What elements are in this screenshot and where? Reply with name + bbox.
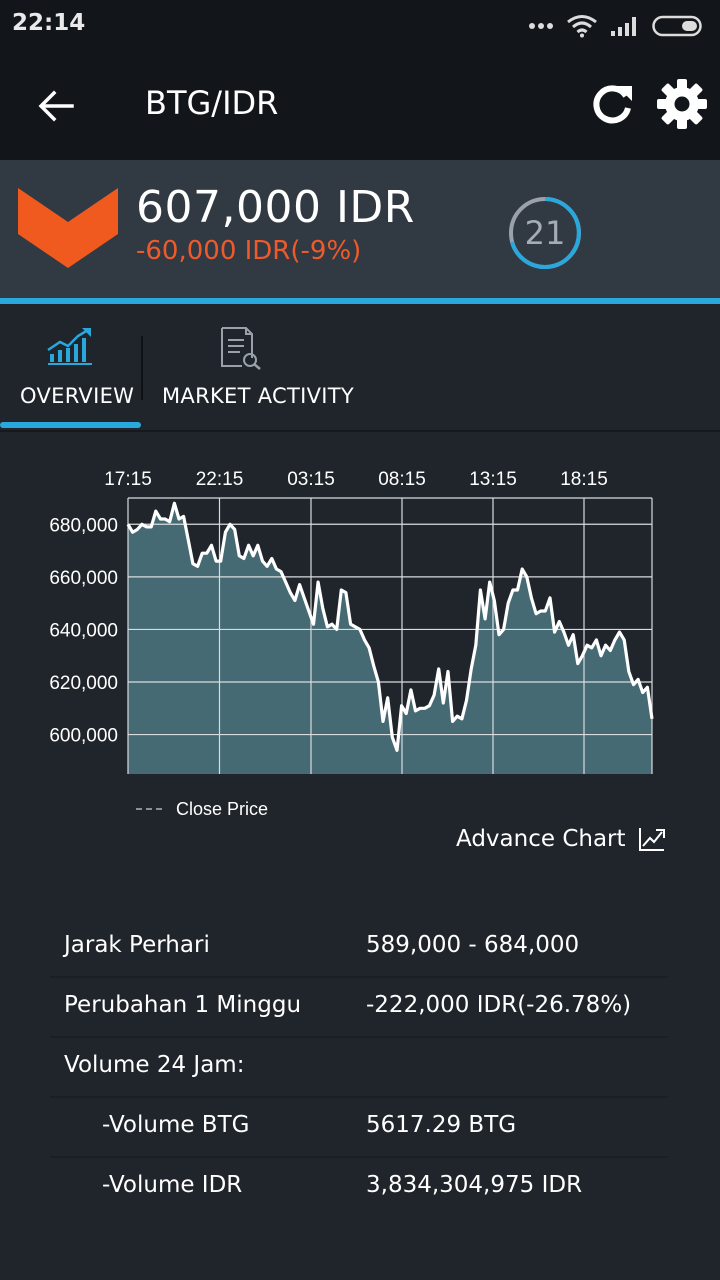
- close-price-area: [128, 503, 652, 774]
- report-icon: [221, 327, 261, 370]
- tab-overview[interactable]: OVERVIEW: [0, 304, 141, 428]
- stat-row-volume-header: Volume 24 Jam:: [50, 1038, 668, 1098]
- chart-legend: Close Price: [136, 797, 268, 821]
- stat-row-week-change: Perubahan 1 Minggu -222,000 IDR(-26.78%): [50, 978, 668, 1038]
- current-price: 607,000 IDR: [136, 182, 415, 233]
- status-icons: [528, 12, 706, 40]
- stat-label: Volume 24 Jam:: [64, 1052, 245, 1078]
- stat-label: -Volume BTG: [102, 1112, 250, 1138]
- app-bar: BTG/IDR: [0, 52, 720, 160]
- legend-label: Close Price: [176, 798, 269, 819]
- countdown-ring-icon: [509, 197, 581, 269]
- accent-bar: [0, 298, 720, 304]
- price-chart-svg: 17:15 22:15 03:15 08:15 13:15 18:15 680,000 66…: [49, 469, 654, 774]
- y-tick-label: 660,000: [49, 568, 118, 589]
- x-tick-label: 13:15: [469, 469, 517, 490]
- advance-chart-label: Advance Chart: [456, 826, 626, 852]
- external-chart-icon: [638, 828, 665, 851]
- more-dots-icon: [529, 23, 553, 29]
- page-title: BTG/IDR: [145, 84, 279, 122]
- back-arrow-icon[interactable]: [34, 84, 78, 128]
- x-tick-label: 17:15: [104, 469, 152, 490]
- price-down-icon: [18, 188, 118, 268]
- stats-table: Jarak Perhari 589,000 - 684,000 Perubaha…: [50, 918, 668, 1216]
- y-tick-label: 620,000: [49, 673, 118, 694]
- refresh-icon[interactable]: [586, 78, 638, 130]
- countdown-value: 21: [524, 214, 566, 252]
- battery-icon: [652, 15, 702, 37]
- stat-label: -Volume IDR: [102, 1172, 243, 1198]
- wifi-icon: [567, 15, 597, 38]
- tab-divider: [141, 336, 143, 400]
- price-change: -60,000 IDR(-9%): [136, 236, 362, 266]
- tab-overview-label: OVERVIEW: [20, 384, 135, 408]
- stat-row-volume-idr: -Volume IDR 3,834,304,975 IDR: [50, 1158, 668, 1216]
- stat-value: 5617.29 BTG: [366, 1112, 517, 1138]
- tab-selected-indicator: [0, 422, 141, 428]
- stat-row-volume-btg: -Volume BTG 5617.29 BTG: [50, 1098, 668, 1158]
- signal-icon: [611, 17, 636, 36]
- y-tick-label: 640,000: [49, 620, 118, 641]
- x-tick-label: 08:15: [378, 469, 426, 490]
- close-price-line: [126, 501, 654, 752]
- stat-label: Jarak Perhari: [64, 932, 210, 958]
- price-chart: 17:15 22:15 03:15 08:15 13:15 18:15 680,000 66…: [0, 450, 720, 810]
- x-tick-label: 22:15: [196, 469, 244, 490]
- x-tick-label: 03:15: [287, 469, 335, 490]
- y-tick-label: 680,000: [49, 515, 118, 536]
- legend-swatch: [136, 808, 162, 810]
- x-tick-label: 18:15: [560, 469, 608, 490]
- advance-chart-link[interactable]: Advance Chart: [456, 826, 666, 852]
- y-tick-label: 600,000: [49, 726, 118, 747]
- stat-row-daily-range: Jarak Perhari 589,000 - 684,000: [50, 918, 668, 978]
- stat-value: -222,000 IDR(-26.78%): [366, 992, 632, 1018]
- trend-chart-icon: [47, 328, 92, 365]
- status-time: 22:14: [12, 10, 86, 36]
- price-panel: 607,000 IDR -60,000 IDR(-9%) 21: [0, 160, 720, 298]
- gear-icon[interactable]: [654, 76, 710, 132]
- stat-value: 589,000 - 684,000: [366, 932, 580, 958]
- status-bar: 22:14: [0, 0, 720, 52]
- stat-label: Perubahan 1 Minggu: [64, 992, 302, 1018]
- tab-market-activity[interactable]: MARKET ACTIVITY: [146, 304, 354, 428]
- stat-value: 3,834,304,975 IDR: [366, 1172, 583, 1198]
- tab-bar: OVERVIEW MARKET ACTIVITY: [0, 304, 720, 432]
- tab-market-activity-label: MARKET ACTIVITY: [162, 384, 355, 408]
